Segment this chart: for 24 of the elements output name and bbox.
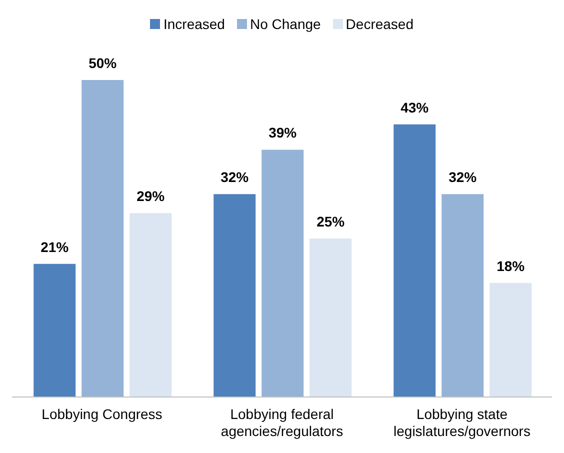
data-label: 32%	[220, 169, 250, 186]
data-label: 32%	[448, 169, 478, 186]
bar	[262, 150, 304, 397]
bar	[130, 213, 172, 397]
data-label: 43%	[400, 99, 430, 116]
x-tick-label: Lobbying Congress	[42, 406, 162, 422]
bar	[394, 124, 436, 397]
data-label: 21%	[40, 238, 70, 255]
data-label: 29%	[136, 188, 166, 204]
x-tick-label: Lobbying state legislatures/governors	[394, 406, 530, 439]
data-label: 39%	[268, 124, 298, 141]
bar	[490, 282, 532, 397]
legend-label: No Change	[248, 16, 321, 32]
x-tick-label: Lobbying federal agencies/regulators	[220, 406, 344, 439]
legend-label: Decreased	[344, 16, 414, 32]
data-label: 50%	[88, 55, 118, 71]
bar	[214, 194, 256, 397]
bar	[310, 238, 352, 397]
data-label: 18%	[496, 258, 526, 274]
bar	[82, 80, 124, 397]
bar	[442, 194, 484, 397]
bar	[34, 264, 76, 397]
legend-label: Increased	[162, 16, 225, 32]
data-label: 25%	[316, 214, 346, 230]
